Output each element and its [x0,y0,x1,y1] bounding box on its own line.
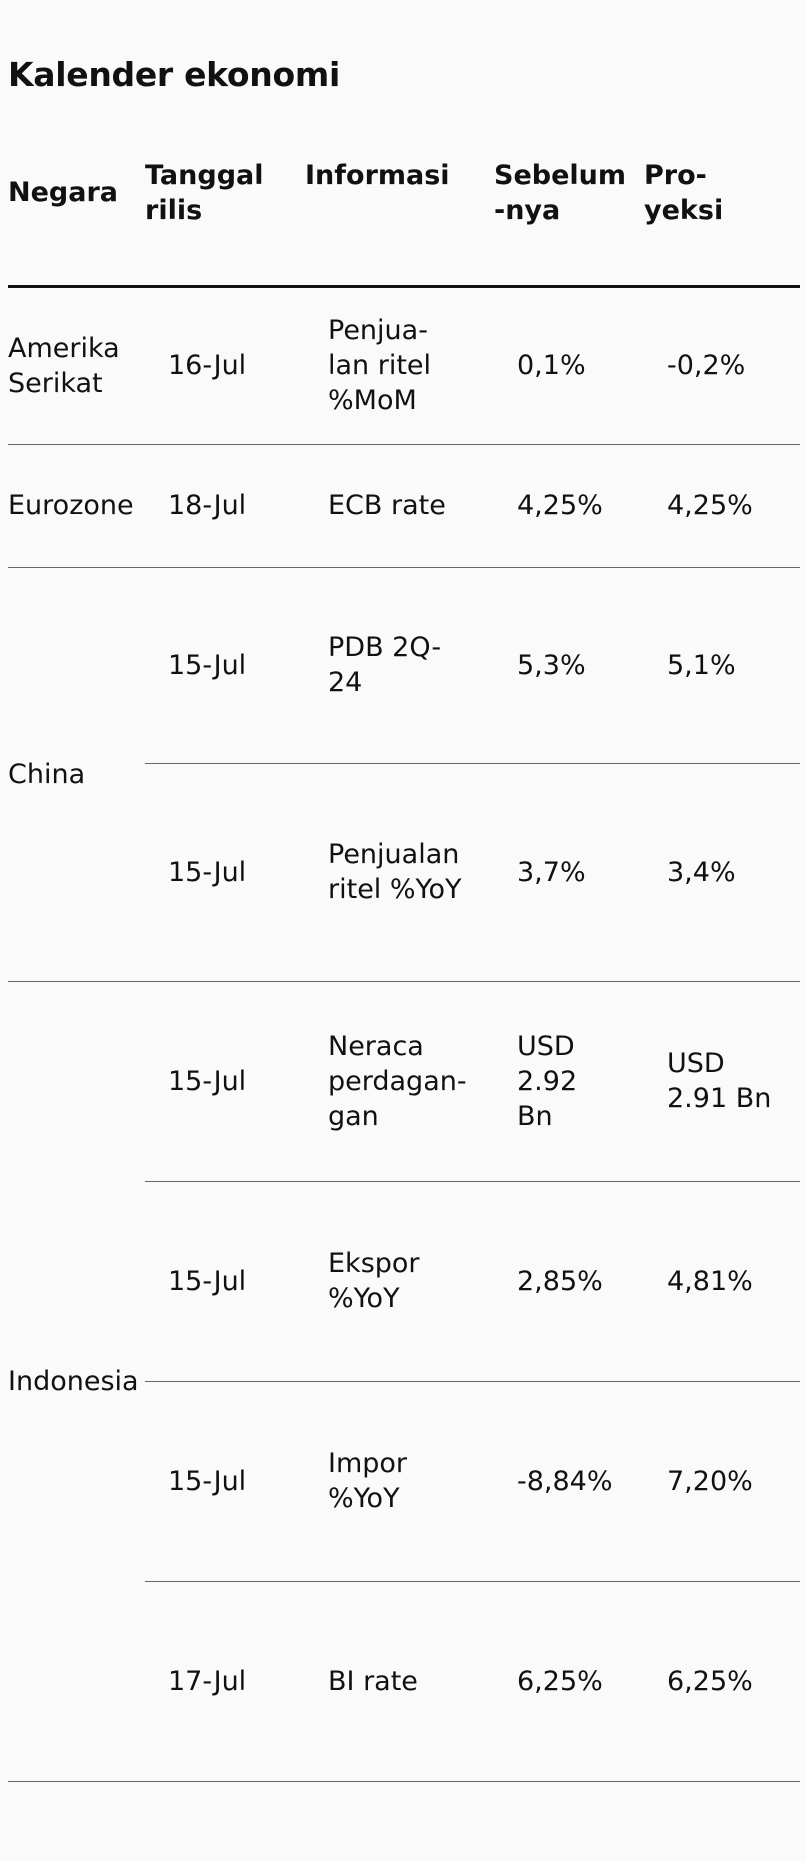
date-cell: 15-Jul [145,981,305,1182]
page-title: Kalender ekonomi [8,55,340,94]
header-release-date: Tanggal rilis [145,130,305,288]
table-row: 15-Jul Ekspor %YoY 2,85% 4,81% [8,1181,800,1382]
projection-cell: 5,1% [644,567,800,764]
table-row: 15-Jul Impor %YoY -8,84% 7,20% [8,1381,800,1582]
projection-cell: 7,20% [644,1381,800,1582]
previous-cell: -8,84% [494,1381,644,1582]
projection-cell: 4,81% [644,1181,800,1382]
header-info: Informasi [305,130,494,288]
table-body: Amerika Serikat 16-Jul Penjua- lan ritel… [8,286,800,1782]
projection-cell: 4,25% [644,444,800,568]
table-row: 17-Jul BI rate 6,25% 6,25% [8,1581,800,1782]
table-row: Eurozone 18-Jul ECB rate 4,25% 4,25% [8,444,800,568]
info-cell: Impor %YoY [305,1381,494,1582]
table-row: 15-Jul Penjualan ritel %YoY 3,7% 3,4% [8,763,800,982]
header-row: Negara Tanggal rilis Informasi Sebelum -… [8,130,800,288]
country-cell: Amerika Serikat [8,286,145,445]
previous-cell: 5,3% [494,567,644,764]
info-cell: Penjualan ritel %YoY [305,763,494,982]
previous-cell: 4,25% [494,444,644,568]
info-cell: Ekspor %YoY [305,1181,494,1382]
previous-cell: 3,7% [494,763,644,982]
projection-cell: 6,25% [644,1581,800,1782]
projection-cell: 3,4% [644,763,800,982]
date-cell: 15-Jul [145,1181,305,1382]
info-cell: BI rate [305,1581,494,1782]
date-cell: 18-Jul [145,444,305,568]
previous-cell: USD 2.92 Bn [494,981,644,1182]
projection-cell: USD 2.91 Bn [644,981,800,1182]
info-cell: PDB 2Q- 24 [305,567,494,764]
info-cell: ECB rate [305,444,494,568]
info-cell: Penjua- lan ritel %MoM [305,286,494,445]
previous-cell: 2,85% [494,1181,644,1382]
header-previous: Sebelum -nya [494,130,644,288]
projection-cell: -0,2% [644,286,800,445]
table-row: Amerika Serikat 16-Jul Penjua- lan ritel… [8,286,800,445]
header-country: Negara [8,130,145,288]
table-row: Indonesia 15-Jul Neraca perdagan- gan US… [8,981,800,1782]
previous-cell: 0,1% [494,286,644,445]
info-cell: Neraca perdagan- gan [305,981,494,1182]
date-cell: 16-Jul [145,286,305,445]
header-projection: Pro- yeksi [644,130,800,288]
date-cell: 15-Jul [145,567,305,764]
table-row: China 15-Jul PDB 2Q- 24 5,3% 5,1% [8,567,800,982]
date-cell: 15-Jul [145,763,305,982]
table-header: Negara Tanggal rilis Informasi Sebelum -… [8,130,800,288]
date-cell: 15-Jul [145,1381,305,1582]
country-cell: China [8,567,145,982]
date-cell: 17-Jul [145,1581,305,1782]
previous-cell: 6,25% [494,1581,644,1782]
country-cell: Indonesia [8,981,145,1782]
economic-calendar-table: Negara Tanggal rilis Informasi Sebelum -… [8,130,800,1782]
country-cell: Eurozone [8,444,145,568]
